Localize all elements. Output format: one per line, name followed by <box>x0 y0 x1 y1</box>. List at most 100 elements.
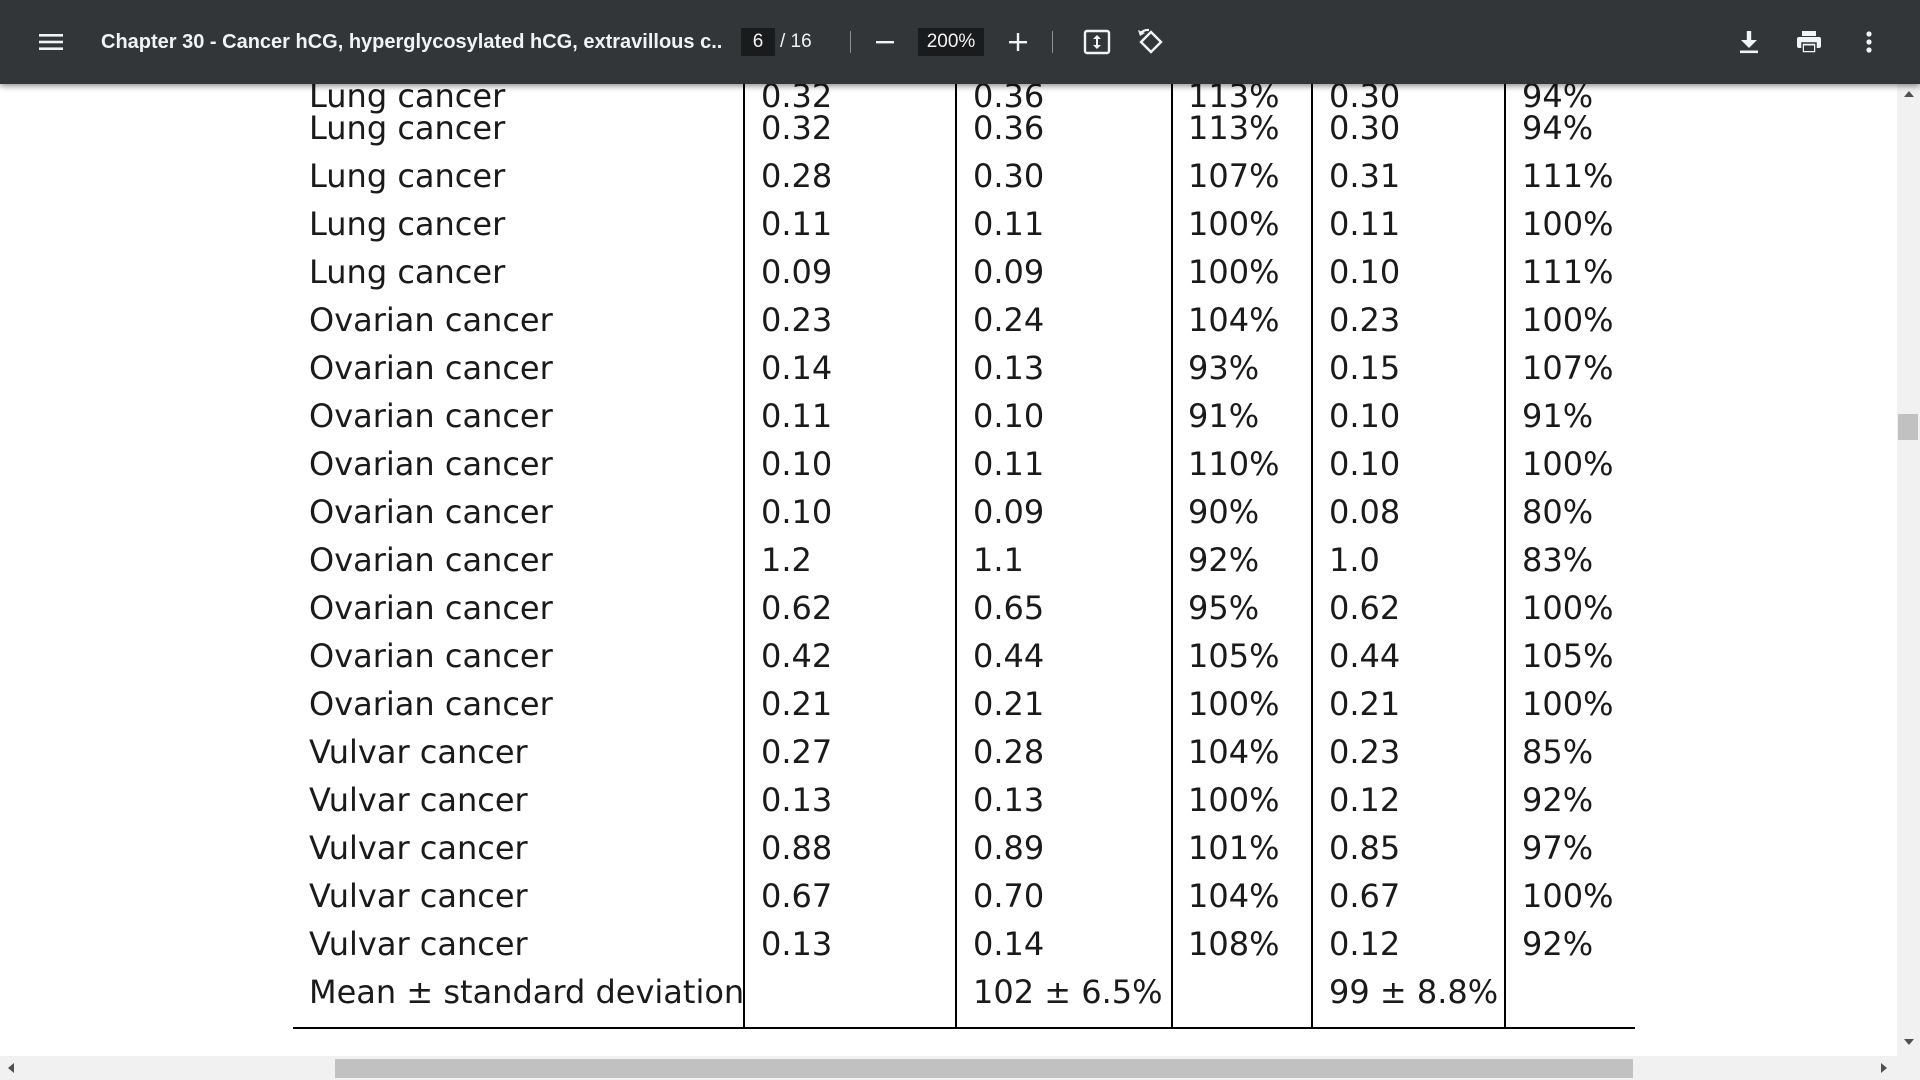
row-value: 0.65 <box>973 589 1045 627</box>
row-value: 92% <box>1522 925 1594 963</box>
summary-label: Mean ± standard deviation <box>309 973 745 1011</box>
row-value: 104% <box>1188 733 1280 771</box>
row-value: 0.30 <box>973 157 1045 195</box>
row-value: 95% <box>1188 589 1260 627</box>
row-value: 0.36 <box>973 84 1045 115</box>
row-value: 0.32 <box>761 109 833 147</box>
row-value: 0.89 <box>973 829 1045 867</box>
table-row: Ovarian cancer 0.11 0.10 91% 0.10 91% <box>0 392 1897 440</box>
row-label: Lung cancer <box>309 253 506 291</box>
row-label: Ovarian cancer <box>309 445 553 483</box>
row-value: 0.11 <box>1329 205 1401 243</box>
row-value: 100% <box>1522 205 1614 243</box>
summary-row: Mean ± standard deviation 102 ± 6.5% 99 … <box>0 968 1897 1016</box>
column-divider <box>743 84 745 1028</box>
table-row: Vulvar cancer 0.13 0.13 100% 0.12 92% <box>0 776 1897 824</box>
row-value: 93% <box>1188 349 1260 387</box>
table-row: Vulvar cancer 0.67 0.70 104% 0.67 100% <box>0 872 1897 920</box>
row-value: 105% <box>1522 637 1614 675</box>
page-total: / 16 <box>780 31 812 52</box>
table-row: Lung cancer 0.09 0.09 100% 0.10 111% <box>0 248 1897 296</box>
row-value: 0.24 <box>973 301 1045 339</box>
row-label: Lung cancer <box>309 84 506 115</box>
print-icon[interactable] <box>1785 18 1833 66</box>
row-value: 100% <box>1188 781 1280 819</box>
row-value: 91% <box>1188 397 1260 435</box>
row-value: 92% <box>1522 781 1594 819</box>
scroll-right-icon[interactable] <box>1881 1063 1887 1073</box>
row-value: 0.27 <box>761 733 833 771</box>
row-label: Ovarian cancer <box>309 301 553 339</box>
row-value: 100% <box>1522 445 1614 483</box>
row-value: 0.42 <box>761 637 833 675</box>
zoom-in-icon[interactable] <box>994 18 1042 66</box>
row-value: 0.10 <box>761 493 833 531</box>
page-number-input[interactable] <box>741 28 775 56</box>
row-value: 0.12 <box>1329 925 1401 963</box>
row-value: 94% <box>1522 84 1594 115</box>
column-divider <box>955 84 957 1028</box>
row-label: Lung cancer <box>309 157 506 195</box>
table-row: Lung cancer 0.11 0.11 100% 0.11 100% <box>0 200 1897 248</box>
row-value: 0.23 <box>761 301 833 339</box>
column-divider <box>1171 84 1173 1028</box>
partial-table-row: Lung cancer 0.32 0.36 113% 0.30 94% <box>0 84 1897 120</box>
row-value: 0.13 <box>973 349 1045 387</box>
row-label: Ovarian cancer <box>309 637 553 675</box>
row-label: Lung cancer <box>309 109 506 147</box>
scroll-up-icon[interactable] <box>1904 91 1914 97</box>
fit-to-page-icon[interactable] <box>1073 18 1121 66</box>
row-label: Ovarian cancer <box>309 397 553 435</box>
document-viewer[interactable]: Lung cancer 0.32 0.36 113% 0.30 94% Lung… <box>0 84 1897 1056</box>
row-value: 111% <box>1522 253 1614 291</box>
zoom-input[interactable] <box>918 28 984 56</box>
row-value: 100% <box>1522 685 1614 723</box>
menu-icon[interactable] <box>27 18 75 66</box>
row-value: 0.28 <box>761 157 833 195</box>
row-value: 104% <box>1188 877 1280 915</box>
row-value: 100% <box>1188 253 1280 291</box>
row-value: 0.36 <box>973 109 1045 147</box>
row-value: 1.1 <box>973 541 1024 579</box>
table-row: Ovarian cancer 0.10 0.09 90% 0.08 80% <box>0 488 1897 536</box>
download-icon[interactable] <box>1725 18 1773 66</box>
table-row: Vulvar cancer 0.13 0.14 108% 0.12 92% <box>0 920 1897 968</box>
vertical-scrollbar[interactable] <box>1897 84 1920 1056</box>
more-options-icon[interactable] <box>1845 18 1893 66</box>
toolbar-divider <box>1052 31 1053 53</box>
row-value: 0.11 <box>973 445 1045 483</box>
row-value: 0.70 <box>973 877 1045 915</box>
row-value: 0.08 <box>1329 493 1401 531</box>
row-label: Vulvar cancer <box>309 925 528 963</box>
row-value: 0.10 <box>761 445 833 483</box>
row-value: 0.14 <box>761 349 833 387</box>
row-value: 0.09 <box>973 253 1045 291</box>
row-value: 104% <box>1188 301 1280 339</box>
row-value: 0.21 <box>761 685 833 723</box>
row-value: 0.10 <box>1329 253 1401 291</box>
row-value: 0.62 <box>761 589 833 627</box>
row-value: 0.13 <box>973 781 1045 819</box>
row-value: 0.13 <box>761 925 833 963</box>
row-value: 0.10 <box>1329 445 1401 483</box>
table-row: Lung cancer 0.32 0.36 113% 0.30 94% <box>0 104 1897 152</box>
vertical-scroll-thumb[interactable] <box>1898 414 1918 440</box>
row-value: 0.44 <box>1329 637 1401 675</box>
scroll-down-icon[interactable] <box>1904 1039 1914 1045</box>
pdf-page: Lung cancer 0.32 0.36 113% 0.30 94% Lung… <box>0 84 1897 1056</box>
table-row: Ovarian cancer 0.62 0.65 95% 0.62 100% <box>0 584 1897 632</box>
row-value: 107% <box>1522 349 1614 387</box>
row-value: 0.10 <box>973 397 1045 435</box>
row-value: 0.30 <box>1329 84 1401 115</box>
row-value: 1.2 <box>761 541 812 579</box>
row-value: 80% <box>1522 493 1594 531</box>
row-value: 92% <box>1188 541 1260 579</box>
row-value: 0.13 <box>761 781 833 819</box>
rotate-icon[interactable] <box>1127 18 1175 66</box>
row-value: 100% <box>1522 877 1614 915</box>
horizontal-scroll-thumb[interactable] <box>335 1059 1633 1078</box>
scroll-left-icon[interactable] <box>8 1063 14 1073</box>
table-row: Ovarian cancer 1.2 1.1 92% 1.0 83% <box>0 536 1897 584</box>
row-value: 0.11 <box>761 397 833 435</box>
zoom-out-icon[interactable] <box>861 18 909 66</box>
